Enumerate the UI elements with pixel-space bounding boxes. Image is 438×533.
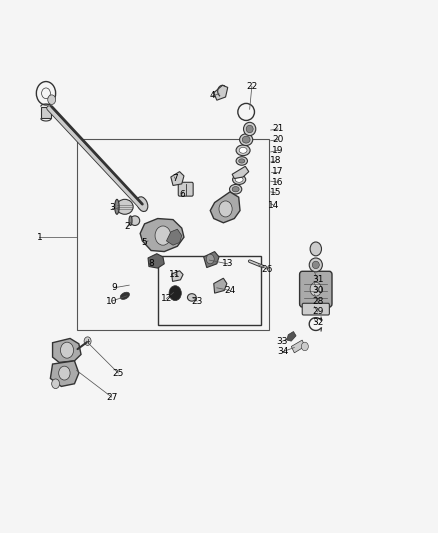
Ellipse shape: [137, 197, 148, 212]
Text: 16: 16: [272, 178, 284, 187]
Text: 22: 22: [246, 82, 258, 91]
Polygon shape: [214, 278, 227, 293]
Circle shape: [206, 254, 214, 264]
Text: 12: 12: [161, 294, 172, 303]
Ellipse shape: [239, 147, 247, 154]
Text: 15: 15: [270, 189, 282, 197]
Circle shape: [84, 337, 91, 345]
Circle shape: [60, 342, 74, 358]
Ellipse shape: [236, 157, 247, 165]
Circle shape: [219, 201, 232, 217]
Polygon shape: [53, 338, 81, 362]
Ellipse shape: [117, 199, 133, 214]
Text: 17: 17: [272, 167, 284, 176]
FancyBboxPatch shape: [302, 303, 329, 315]
Text: 30: 30: [312, 286, 323, 295]
Text: 32: 32: [312, 318, 323, 327]
Polygon shape: [232, 166, 249, 179]
Text: 11: 11: [170, 270, 181, 279]
Ellipse shape: [235, 177, 243, 182]
Text: 9: 9: [111, 284, 117, 292]
Text: 21: 21: [272, 125, 284, 133]
Text: 13: 13: [222, 260, 233, 268]
Text: 23: 23: [191, 297, 203, 305]
Text: 31: 31: [312, 276, 323, 284]
Text: 25: 25: [113, 369, 124, 377]
Ellipse shape: [309, 258, 322, 272]
Ellipse shape: [242, 136, 250, 143]
Bar: [77, 139, 269, 330]
Ellipse shape: [129, 216, 132, 225]
Text: 20: 20: [272, 135, 284, 144]
Ellipse shape: [312, 261, 319, 269]
Polygon shape: [214, 85, 228, 100]
Text: 29: 29: [312, 308, 323, 316]
Text: 6: 6: [179, 190, 185, 199]
Polygon shape: [140, 219, 184, 252]
Polygon shape: [148, 254, 164, 268]
Ellipse shape: [244, 122, 256, 136]
Text: 28: 28: [312, 297, 323, 305]
Ellipse shape: [115, 199, 119, 214]
Polygon shape: [287, 332, 296, 341]
Text: 26: 26: [261, 265, 273, 273]
Text: 33: 33: [277, 337, 288, 345]
Polygon shape: [204, 252, 219, 268]
Text: 7: 7: [172, 174, 178, 183]
Ellipse shape: [236, 145, 250, 156]
Polygon shape: [41, 107, 51, 118]
Text: 5: 5: [141, 238, 148, 247]
Circle shape: [301, 342, 308, 351]
Text: 24: 24: [224, 286, 236, 295]
Text: 2: 2: [124, 222, 130, 231]
Text: 34: 34: [277, 348, 288, 356]
Ellipse shape: [246, 125, 253, 133]
Ellipse shape: [233, 175, 246, 184]
Circle shape: [169, 286, 181, 301]
Circle shape: [155, 226, 171, 245]
Text: 4: 4: [210, 92, 215, 100]
Bar: [158, 256, 261, 325]
Circle shape: [59, 366, 70, 380]
Ellipse shape: [240, 134, 253, 146]
Polygon shape: [210, 192, 240, 223]
Text: 1: 1: [36, 233, 42, 241]
Circle shape: [310, 242, 321, 256]
Polygon shape: [50, 361, 79, 386]
Polygon shape: [172, 271, 183, 281]
Text: 27: 27: [106, 393, 117, 401]
Ellipse shape: [187, 294, 196, 301]
Text: 19: 19: [272, 146, 284, 155]
Text: 3: 3: [109, 204, 115, 212]
Polygon shape: [291, 340, 305, 353]
Text: 18: 18: [270, 157, 282, 165]
Text: 10: 10: [106, 297, 117, 305]
FancyBboxPatch shape: [178, 182, 193, 196]
Ellipse shape: [239, 159, 245, 163]
Ellipse shape: [230, 184, 242, 194]
Polygon shape: [166, 229, 182, 245]
Circle shape: [48, 95, 56, 104]
Polygon shape: [171, 172, 184, 185]
Circle shape: [310, 282, 321, 296]
Text: 8: 8: [148, 260, 154, 268]
Ellipse shape: [232, 187, 239, 192]
Ellipse shape: [120, 292, 130, 300]
FancyBboxPatch shape: [300, 271, 332, 307]
Circle shape: [52, 379, 60, 389]
Text: 14: 14: [268, 201, 279, 209]
Ellipse shape: [130, 216, 140, 225]
